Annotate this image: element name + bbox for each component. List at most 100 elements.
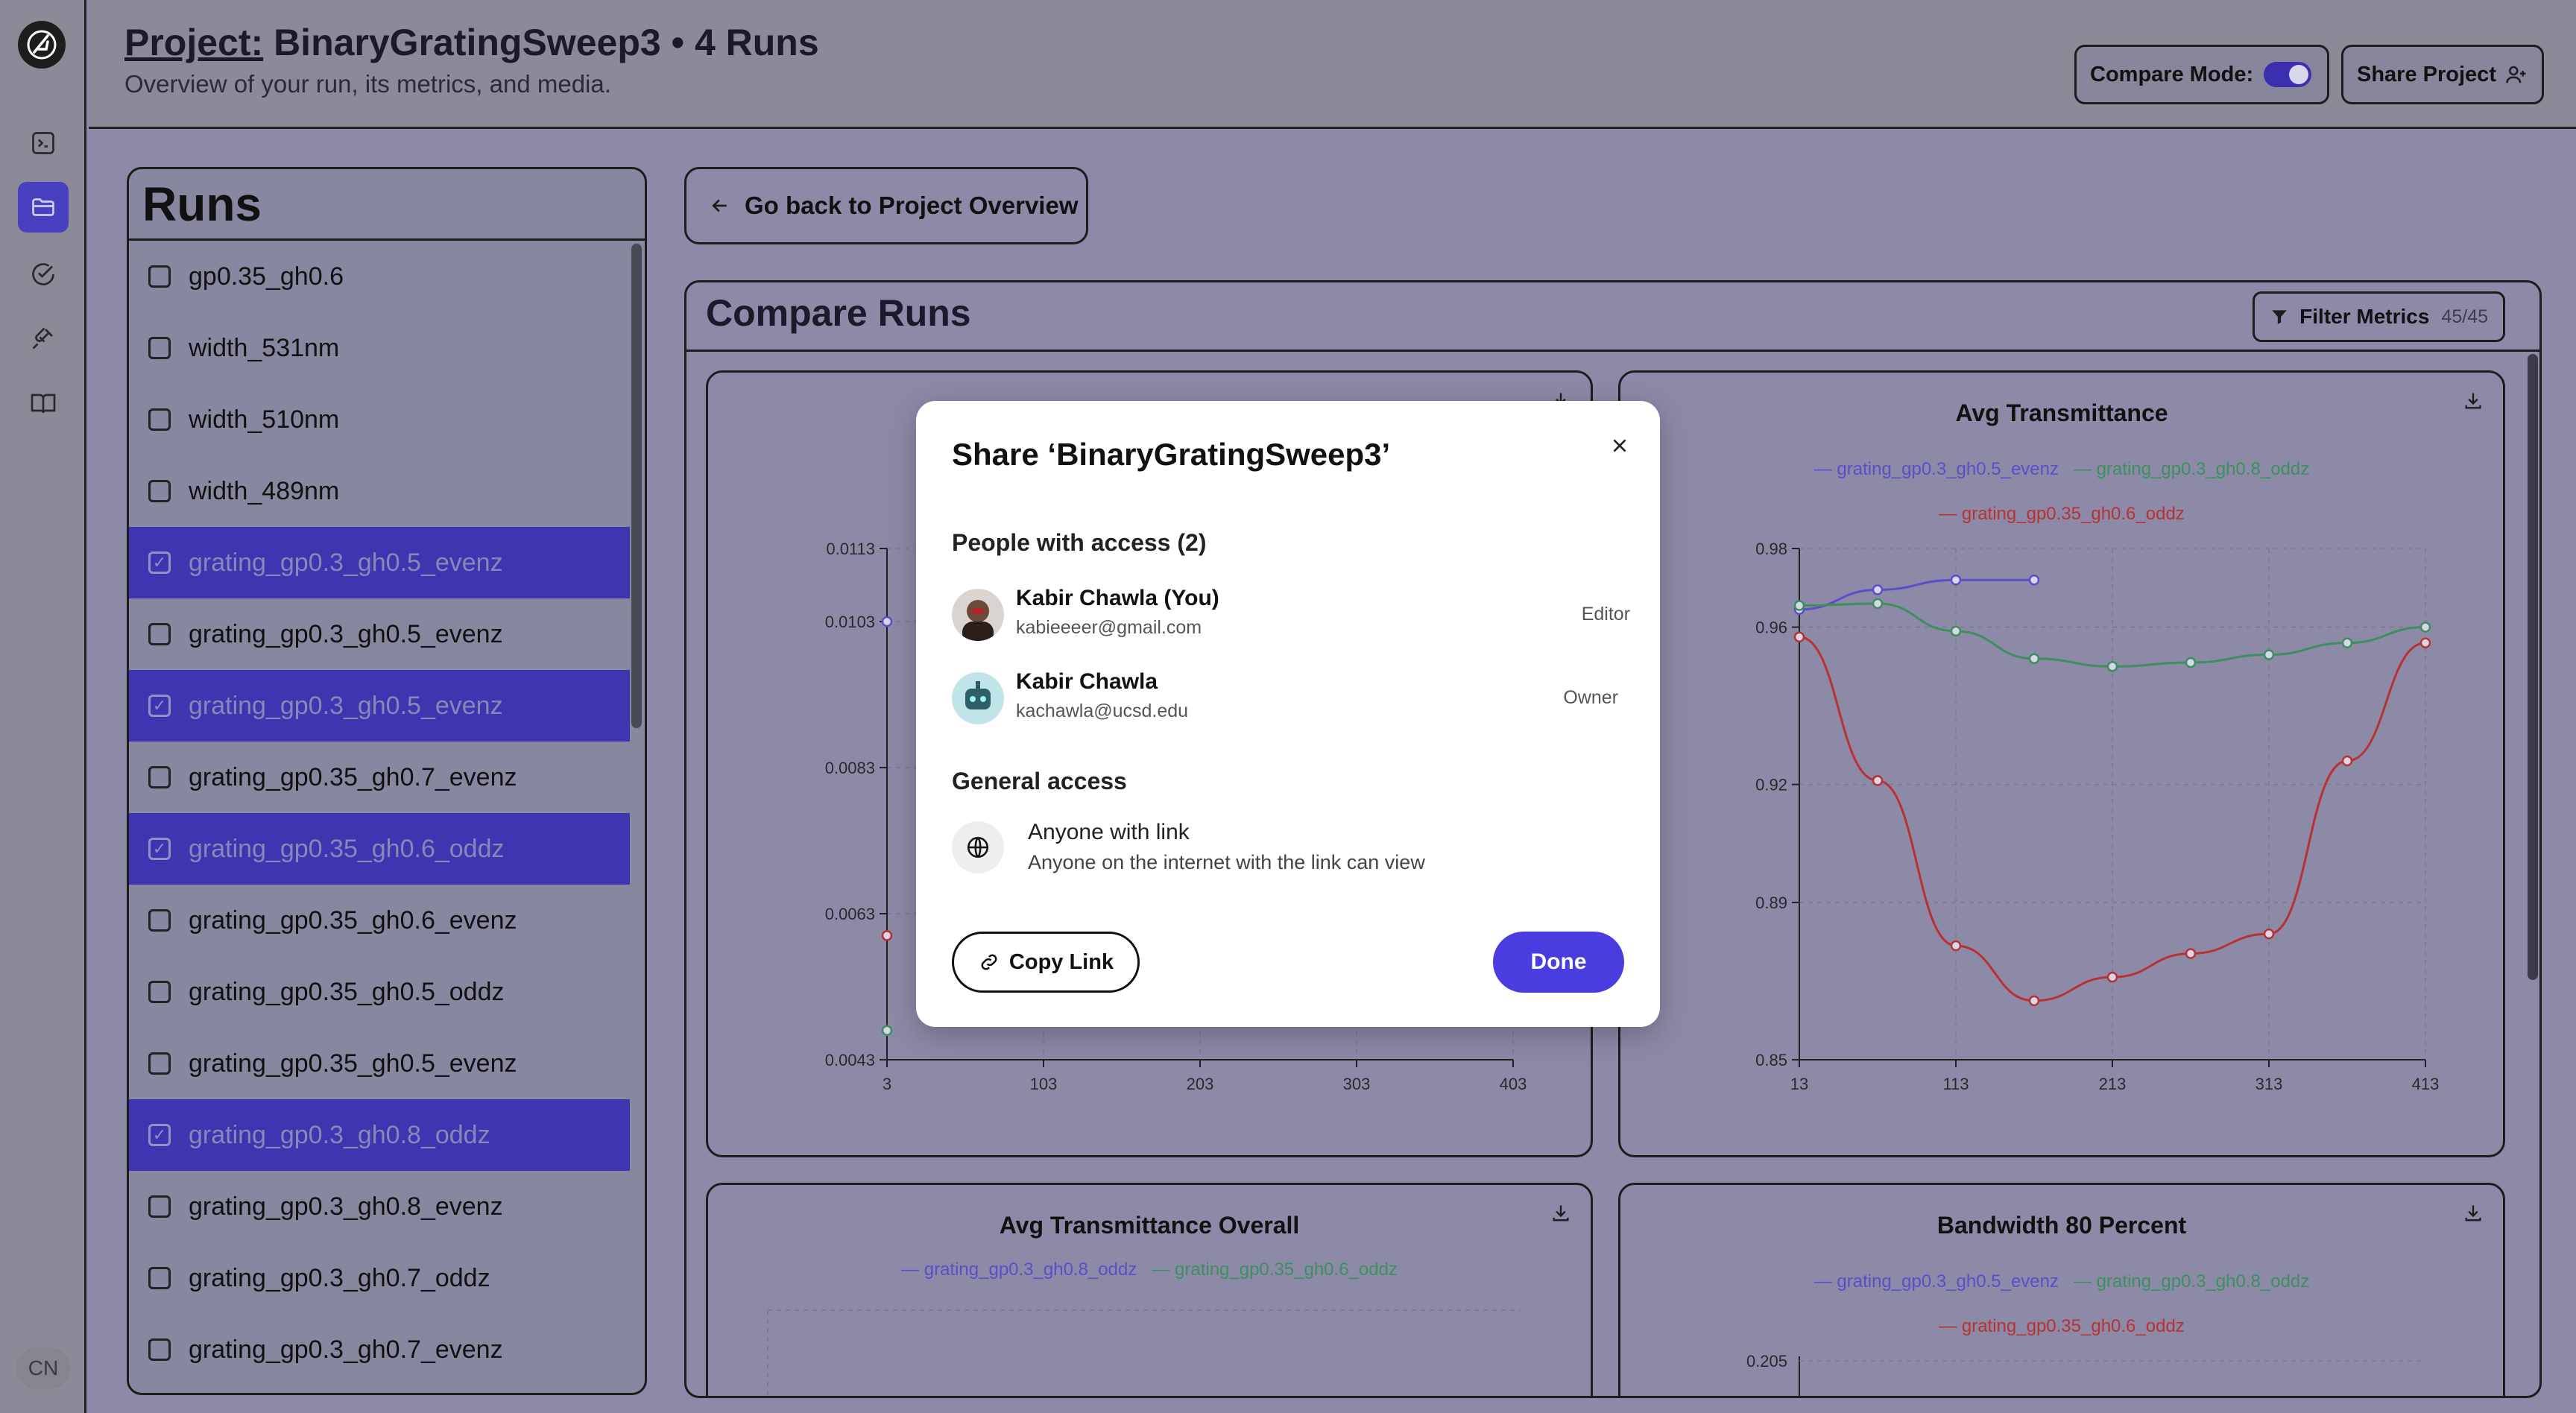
y-tick-label: 0.0083 [825, 759, 875, 777]
run-checkbox[interactable]: ✓ [148, 838, 171, 860]
globe-icon [952, 821, 1004, 873]
runs-list: gp0.35_gh0.6 width_531nm width_510nm width_… [129, 241, 645, 1385]
chart-card: Bandwidth 80 Percent — grating_gp0.3_gh0… [1618, 1183, 2505, 1396]
data-point [2106, 971, 2118, 983]
compare-scrollbar[interactable] [2528, 354, 2538, 980]
y-tick-label: 0.89 [1755, 894, 1787, 912]
chart-legend: — grating_gp0.3_gh0.5_evenz — grating_gp0… [1620, 1259, 2503, 1349]
run-label: width_489nm [189, 476, 340, 505]
run-list-item[interactable]: width_510nm [129, 384, 630, 455]
x-tick-label: 113 [1942, 1075, 1969, 1093]
run-list-item[interactable]: grating_gp0.35_gh0.5_evenz [129, 1028, 630, 1099]
run-checkbox[interactable] [148, 1052, 171, 1075]
run-list-item[interactable]: width_489nm [129, 455, 630, 527]
data-point [2341, 755, 2353, 767]
person-name: Kabir Chawla (You) [1016, 586, 1219, 610]
legend-swatch: — [2074, 459, 2097, 479]
run-list-item[interactable]: grating_gp0.35_gh0.5_oddz [129, 956, 630, 1028]
filter-metrics-button[interactable]: Filter Metrics 45/45 [2253, 291, 2505, 342]
run-list-item[interactable]: ✓ grating_gp0.35_gh0.6_oddz [129, 813, 630, 885]
x-tick-label: 303 [1343, 1075, 1371, 1093]
run-list-item[interactable]: ✓ grating_gp0.3_gh0.5_evenz [129, 527, 630, 598]
run-checkbox[interactable] [148, 1195, 171, 1218]
person-row: Kabir Chawla kachawla@ucsd.edu Owner [952, 668, 1630, 727]
project-label[interactable]: Project: [124, 22, 264, 63]
compare-mode-label: Compare Mode: [2090, 62, 2254, 86]
check-circle-icon[interactable] [18, 249, 69, 300]
data-point [2028, 574, 2040, 586]
run-label: grating_gp0.3_gh0.8_evenz [189, 1192, 503, 1221]
folder-icon[interactable] [18, 182, 69, 233]
data-point [2263, 928, 2275, 940]
run-list-item[interactable]: ✓ grating_gp0.3_gh0.8_oddz [129, 1099, 630, 1171]
runs-scrollbar[interactable] [631, 244, 642, 728]
run-list-item[interactable]: gp0.35_gh0.6 [129, 241, 630, 312]
copy-link-button[interactable]: Copy Link [952, 932, 1140, 993]
page-header: Project: BinaryGratingSweep3 • 4 Runs Ov… [89, 0, 2576, 129]
line-chart [767, 1309, 1521, 1396]
run-checkbox[interactable] [148, 623, 171, 645]
plug-icon[interactable] [18, 313, 69, 364]
run-list-item[interactable]: grating_gp0.3_gh0.5_evenz [129, 598, 630, 670]
legend-label: grating_gp0.3_gh0.8_oddz [2096, 1271, 2310, 1292]
toggle-switch[interactable] [2264, 62, 2312, 87]
data-point [2028, 653, 2040, 665]
download-icon[interactable] [1550, 1203, 1571, 1224]
legend-swatch: — [1813, 459, 1837, 479]
share-project-label: Share Project [2357, 62, 2496, 86]
run-list-item[interactable]: grating_gp0.3_gh0.8_evenz [129, 1171, 630, 1242]
run-list-item[interactable]: width_531nm [129, 312, 630, 384]
legend-swatch: — [1939, 1316, 1962, 1336]
run-checkbox[interactable] [148, 981, 171, 1003]
run-list-item[interactable]: grating_gp0.35_gh0.6_evenz [129, 885, 630, 956]
compare-mode-toggle[interactable]: Compare Mode: [2074, 45, 2329, 104]
person-row: Kabir Chawla (You) kabieeeer@gmail.com E… [952, 584, 1630, 644]
chart-card: Avg Transmittance Overall — grating_gp0.… [706, 1183, 1593, 1396]
run-label: grating_gp0.3_gh0.8_oddz [189, 1120, 490, 1149]
data-point [1872, 584, 1884, 595]
share-project-button[interactable]: Share Project [2341, 45, 2544, 104]
back-to-overview-button[interactable]: Go back to Project Overview [684, 167, 1088, 244]
data-point [1793, 631, 1805, 642]
done-button[interactable]: Done [1493, 932, 1624, 993]
chart-title: Bandwidth 80 Percent [1936, 1212, 2187, 1239]
close-icon[interactable] [1602, 428, 1638, 464]
download-icon[interactable] [2463, 391, 2484, 411]
run-checkbox[interactable] [148, 766, 171, 788]
run-checkbox[interactable] [148, 1338, 171, 1361]
book-icon[interactable] [18, 379, 69, 429]
run-list-item[interactable]: grating_gp0.3_gh0.7_oddz [129, 1242, 630, 1314]
chart-legend: — grating_gp0.3_gh0.8_oddz — grating_gp0.… [708, 1259, 1591, 1280]
role-select[interactable]: Editor [1581, 604, 1630, 625]
run-checkbox[interactable] [148, 337, 171, 359]
legend-item: — grating_gp0.3_gh0.8_oddz [901, 1259, 1137, 1280]
general-access-title[interactable]: Anyone with link [1028, 820, 1190, 844]
run-checkbox[interactable]: ✓ [148, 551, 171, 574]
general-access-heading: General access [952, 768, 1127, 794]
legend-label: grating_gp0.3_gh0.8_oddz [2096, 459, 2310, 479]
run-checkbox[interactable] [148, 1267, 171, 1289]
people-heading: People with access (2) [952, 529, 1207, 556]
run-list-item[interactable]: grating_gp0.3_gh0.7_evenz [129, 1314, 630, 1385]
run-checkbox[interactable]: ✓ [148, 1124, 171, 1146]
run-checkbox[interactable]: ✓ [148, 695, 171, 717]
x-tick-label: 413 [2412, 1075, 2440, 1093]
run-checkbox[interactable] [148, 408, 171, 431]
app-logo-icon[interactable] [18, 21, 66, 69]
run-checkbox[interactable] [148, 265, 171, 288]
terminal-icon[interactable] [18, 118, 69, 168]
run-list-item[interactable]: grating_gp0.35_gh0.7_evenz [129, 742, 630, 813]
user-avatar[interactable]: CN [16, 1347, 70, 1389]
run-list-item[interactable]: ✓ grating_gp0.3_gh0.5_evenz [129, 670, 630, 742]
run-checkbox[interactable] [148, 480, 171, 502]
data-point [1793, 600, 1805, 611]
data-point [2341, 637, 2353, 648]
avatar [952, 589, 1004, 641]
run-checkbox[interactable] [148, 909, 171, 932]
data-point [1950, 625, 1962, 637]
y-tick-label: 0.205 [1746, 1352, 1787, 1371]
run-label: grating_gp0.3_gh0.5_evenz [189, 691, 503, 720]
compare-title: Compare Runs [706, 292, 971, 334]
download-icon[interactable] [2463, 1203, 2484, 1224]
run-label: grating_gp0.3_gh0.5_evenz [189, 619, 503, 648]
